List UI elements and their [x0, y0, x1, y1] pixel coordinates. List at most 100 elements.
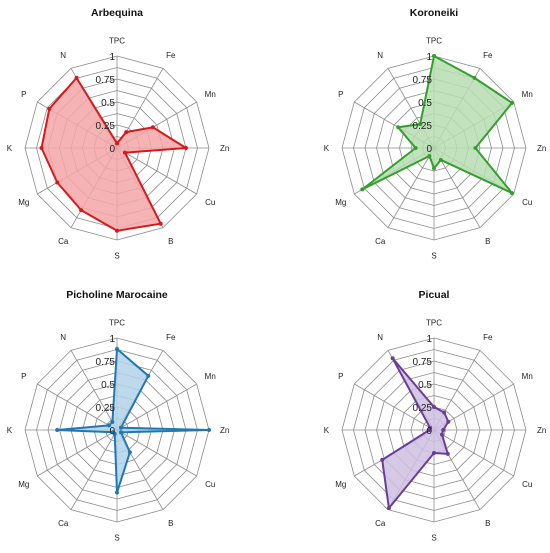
radial-tick-label: 0.75 — [413, 75, 433, 86]
radial-tick-label: 0 — [109, 426, 115, 437]
axis-label: Ca — [58, 519, 69, 528]
data-point — [110, 420, 115, 425]
data-point — [146, 373, 151, 378]
axis-label: B — [485, 237, 490, 246]
axis-label: S — [114, 534, 119, 543]
data-point — [427, 153, 432, 158]
axis-label: Ca — [375, 237, 386, 246]
axis-label: Mg — [18, 198, 29, 207]
axis-label: Cu — [205, 480, 215, 489]
axis-label: K — [324, 144, 330, 153]
data-point — [413, 146, 418, 150]
data-point — [184, 146, 188, 150]
data-point — [118, 430, 123, 435]
axis-label: N — [60, 333, 66, 342]
radial-tick-label: 0.75 — [413, 357, 433, 368]
axis-label: Zn — [220, 144, 229, 153]
data-point — [396, 125, 401, 130]
axis-label: B — [168, 519, 173, 528]
axis-label: Mg — [335, 480, 346, 489]
axis-label: TPC — [109, 36, 125, 45]
data-point — [47, 106, 52, 111]
axis-label: Mn — [205, 90, 216, 99]
radial-tick-label: 1 — [109, 334, 115, 345]
axis-label: TPC — [426, 36, 442, 45]
axis-label: Fe — [166, 51, 176, 60]
grid-spoke — [37, 429, 118, 477]
data-point — [432, 451, 436, 455]
radial-tick-label: 0 — [426, 426, 432, 437]
axis-label: Mg — [18, 480, 29, 489]
axis-label: TPC — [109, 318, 125, 327]
data-point — [74, 75, 79, 80]
data-point — [446, 419, 451, 424]
axis-label: Mn — [205, 372, 216, 381]
radial-tick-label: 1 — [426, 334, 432, 345]
data-point — [386, 506, 391, 511]
axis-label: Fe — [483, 51, 493, 60]
axis-label: N — [60, 51, 66, 60]
data-point — [150, 125, 155, 130]
radial-tick-label: 0.25 — [413, 403, 433, 414]
axis-label: N — [377, 51, 383, 60]
axis-label: Cu — [205, 198, 215, 207]
radial-tick-label: 0.25 — [413, 121, 433, 132]
panel-title: Arbequina — [91, 7, 143, 19]
data-point — [111, 430, 116, 435]
radar-panel: Picual 0 0.25 0.5 0.75 1 TPC Fe Mn Zn Cu B S Ca Mg K P N — [324, 289, 547, 543]
radial-tick-label: 0.25 — [96, 403, 116, 414]
axis-label: K — [7, 144, 13, 153]
data-point — [380, 457, 385, 462]
axis-label: P — [338, 372, 343, 381]
data-point — [418, 122, 423, 127]
data-point — [510, 100, 515, 105]
data-point — [360, 187, 365, 192]
radar-panel: Koroneiki 0 0.25 0.5 0.75 1 TPC Fe Mn Zn Cu B S Ca Mg K… — [324, 7, 547, 261]
panel-title: Koroneiki — [410, 7, 459, 19]
grid-spoke — [387, 147, 435, 228]
radar-panel: Picholine Marocaine 0 0.25 0.5 0.75 1 TPC Fe Mn Z… — [7, 289, 230, 543]
panel-title: Picholine Marocaine — [66, 289, 168, 301]
axis-label: Cu — [522, 198, 532, 207]
grid-spoke — [116, 429, 197, 477]
data-point — [118, 425, 123, 430]
data-point — [432, 166, 436, 171]
grid-spoke — [116, 147, 197, 195]
axis-label: Cu — [522, 480, 532, 489]
data-point — [428, 425, 433, 430]
grid-spoke — [354, 383, 435, 431]
data-point — [390, 356, 395, 361]
radial-tick-label: 0 — [426, 144, 432, 155]
data-point — [115, 490, 119, 495]
data-point — [55, 428, 60, 432]
radial-tick-label: 0.75 — [96, 75, 116, 86]
axis-label: Mn — [522, 372, 533, 381]
data-point — [107, 423, 112, 428]
data-point — [473, 146, 478, 150]
axis-label: Fe — [483, 333, 493, 342]
data-point — [55, 180, 60, 185]
axis-label: Zn — [537, 426, 546, 435]
grid-spoke — [37, 383, 118, 431]
axis-label: Ca — [58, 237, 69, 246]
data-point — [39, 146, 44, 150]
data-point — [442, 410, 447, 415]
data-point — [472, 75, 477, 80]
axis-label: B — [485, 519, 490, 528]
data-point — [438, 157, 443, 162]
axis-label: S — [431, 534, 436, 543]
axis-label: Fe — [166, 333, 176, 342]
radial-tick-label: 0.5 — [418, 98, 432, 109]
axis-label: P — [21, 372, 26, 381]
grid-spoke — [116, 383, 197, 431]
axis-label: Zn — [220, 426, 229, 435]
radial-tick-label: 0 — [109, 144, 115, 155]
data-point — [207, 428, 211, 432]
panel-title: Picual — [419, 289, 450, 301]
axis-label: Ca — [375, 519, 386, 528]
data-point — [439, 432, 444, 437]
grid-spoke — [70, 429, 118, 510]
data-point — [432, 54, 436, 58]
axis-label: TPC — [426, 318, 442, 327]
